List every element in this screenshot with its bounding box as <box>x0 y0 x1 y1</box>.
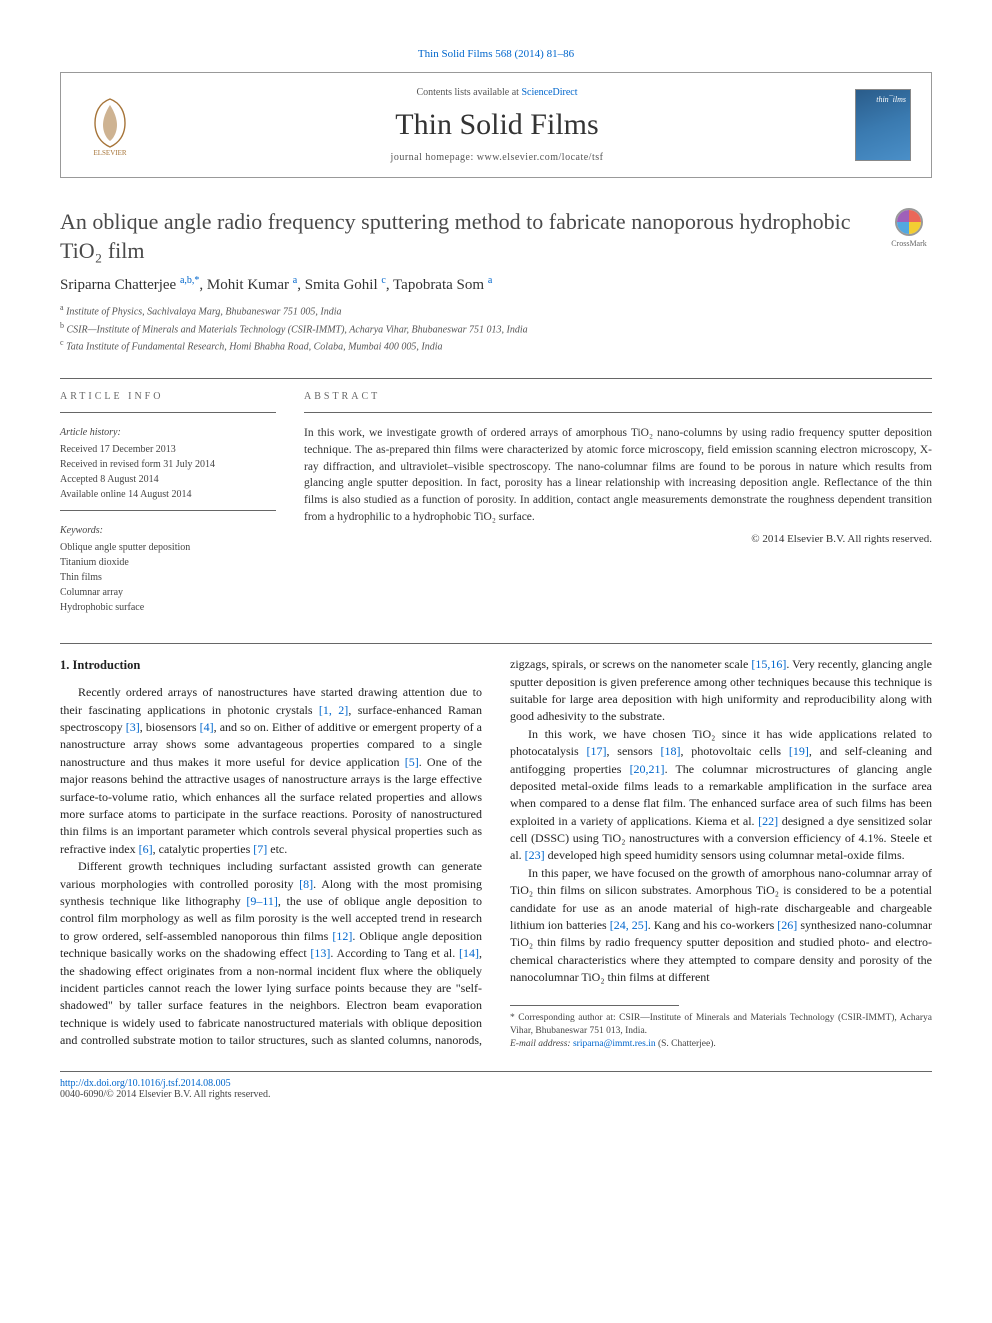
ref-13[interactable]: [13] <box>310 946 330 960</box>
keyword: Oblique angle sputter deposition <box>60 540 276 555</box>
article-history: Article history: Received 17 December 20… <box>60 425 276 502</box>
ref-3[interactable]: [3] <box>126 720 140 734</box>
email-line: E-mail address: sriparna@immt.res.in (S.… <box>510 1038 932 1051</box>
authors: Sriparna Chatterjee a,b,*, Mohit Kumar a… <box>60 275 932 294</box>
ref-8[interactable]: [8] <box>299 877 313 891</box>
contents-prefix: Contents lists available at <box>416 87 521 98</box>
journal-cover-thumbnail <box>855 89 911 161</box>
article-info-label: ARTICLE INFO <box>60 391 276 402</box>
info-rule-2 <box>60 510 276 511</box>
rule-mid <box>60 643 932 644</box>
title-row: An oblique angle radio frequency sputter… <box>60 208 932 265</box>
history-line: Accepted 8 August 2014 <box>60 472 276 487</box>
journal-homepage: journal homepage: www.elsevier.com/locat… <box>139 152 855 163</box>
page: Thin Solid Films 568 (2014) 81–86 ELSEVI… <box>0 0 992 1148</box>
ref-1-2[interactable]: [1, 2] <box>319 703 348 717</box>
email-suffix: (S. Chatterjee). <box>656 1039 716 1049</box>
history-line: Available online 14 August 2014 <box>60 487 276 502</box>
contents-available: Contents lists available at ScienceDirec… <box>139 87 855 98</box>
keyword: Thin films <box>60 570 276 585</box>
abstract-rule <box>304 412 932 413</box>
para-1: Recently ordered arrays of nanostructure… <box>60 684 482 858</box>
ref-26[interactable]: [26] <box>777 918 797 932</box>
keywords-label: Keywords: <box>60 523 276 538</box>
corresponding-author: * Corresponding author at: CSIR—Institut… <box>510 1012 932 1039</box>
issn-copyright: 0040-6090/© 2014 Elsevier B.V. All right… <box>60 1089 932 1100</box>
abstract: ABSTRACT In this work, we investigate gr… <box>304 391 932 615</box>
history-line: Received in revised form 31 July 2014 <box>60 457 276 472</box>
ref-24-25[interactable]: [24, 25] <box>610 918 648 932</box>
doi-link[interactable]: http://dx.doi.org/10.1016/j.tsf.2014.08.… <box>60 1078 932 1089</box>
affiliations: a Institute of Physics, Sachivalaya Marg… <box>60 302 932 354</box>
affiliation: a Institute of Physics, Sachivalaya Marg… <box>60 302 932 319</box>
ref-18[interactable]: [18] <box>660 744 680 758</box>
ref-15-16[interactable]: [15,16] <box>751 657 786 671</box>
journal-name: Thin Solid Films <box>139 108 855 142</box>
para-4: In this paper, we have focused on the gr… <box>510 865 932 987</box>
info-rule <box>60 412 276 413</box>
keyword: Columnar array <box>60 585 276 600</box>
ref-4[interactable]: [4] <box>200 720 214 734</box>
section-1-heading: 1. Introduction <box>60 656 482 674</box>
ref-5[interactable]: [5] <box>405 755 419 769</box>
ref-17[interactable]: [17] <box>586 744 606 758</box>
ref-14[interactable]: [14] <box>459 946 479 960</box>
history-label: Article history: <box>60 425 276 440</box>
footnote-separator <box>510 1005 679 1006</box>
footnotes: * Corresponding author at: CSIR—Institut… <box>510 1012 932 1052</box>
rule-top <box>60 378 932 379</box>
article-info: ARTICLE INFO Article history: Received 1… <box>60 391 276 615</box>
abstract-text: In this work, we investigate growth of o… <box>304 425 932 525</box>
crossmark-icon <box>895 208 923 236</box>
ref-22[interactable]: [22] <box>758 814 778 828</box>
ref-20-21[interactable]: [20,21] <box>630 762 665 776</box>
history-line: Received 17 December 2013 <box>60 442 276 457</box>
article-title: An oblique angle radio frequency sputter… <box>60 208 886 265</box>
keyword: Titanium dioxide <box>60 555 276 570</box>
crossmark-badge[interactable]: CrossMark <box>886 208 932 248</box>
email-address[interactable]: sriparna@immt.res.in <box>573 1039 656 1049</box>
svg-text:ELSEVIER: ELSEVIER <box>93 149 126 157</box>
affiliation: c Tata Institute of Fundamental Research… <box>60 337 932 354</box>
ref-19[interactable]: [19] <box>789 744 809 758</box>
crossmark-label: CrossMark <box>891 239 927 248</box>
ref-6[interactable]: [6] <box>139 842 153 856</box>
keywords-block: Keywords: Oblique angle sputter depositi… <box>60 523 276 615</box>
para-3: In this work, we have chosen TiO₂ since … <box>510 726 932 865</box>
info-abstract-row: ARTICLE INFO Article history: Received 1… <box>60 391 932 615</box>
email-label: E-mail address: <box>510 1039 573 1049</box>
ref-12[interactable]: [12] <box>332 929 352 943</box>
journal-header: ELSEVIER Contents lists available at Sci… <box>60 72 932 178</box>
sciencedirect-link[interactable]: ScienceDirect <box>521 87 577 98</box>
ref-23[interactable]: [23] <box>525 848 545 862</box>
header-center: Contents lists available at ScienceDirec… <box>139 87 855 163</box>
affiliation: b CSIR—Institute of Minerals and Materia… <box>60 320 932 337</box>
body-text: 1. Introduction Recently ordered arrays … <box>60 656 932 1051</box>
abstract-label: ABSTRACT <box>304 391 932 402</box>
rule-bottom <box>60 1071 932 1072</box>
elsevier-logo: ELSEVIER <box>81 93 139 157</box>
keyword: Hydrophobic surface <box>60 600 276 615</box>
ref-9-11[interactable]: [9–11] <box>246 894 278 908</box>
ref-7[interactable]: [7] <box>253 842 267 856</box>
abstract-copyright: © 2014 Elsevier B.V. All rights reserved… <box>304 533 932 545</box>
journal-reference-link[interactable]: Thin Solid Films 568 (2014) 81–86 <box>60 48 932 60</box>
